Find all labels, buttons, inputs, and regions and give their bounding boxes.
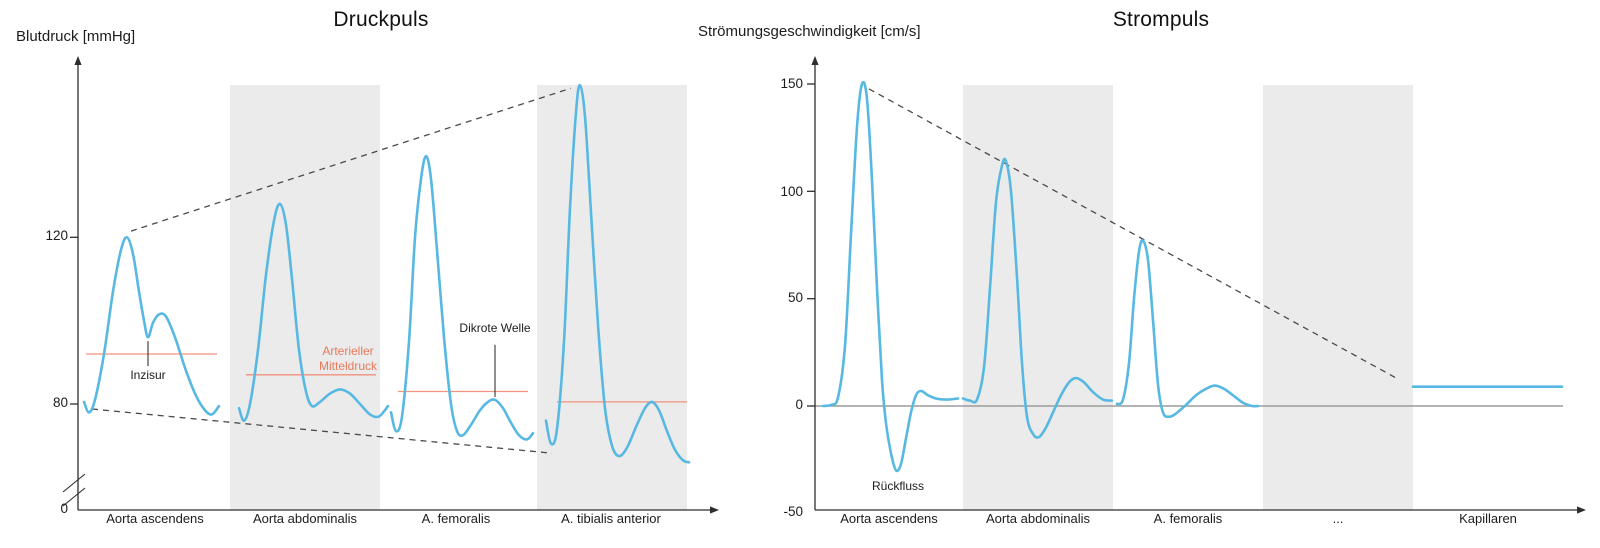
annotation-rueckfluss: Rückfluss xyxy=(871,479,925,493)
dashed-guide-line xyxy=(130,87,572,232)
dashed-guide-line xyxy=(91,408,553,454)
y-tick-label-50: 50 xyxy=(787,290,803,305)
y-tick-label-80: 80 xyxy=(52,395,68,410)
waveform-a-femoralis xyxy=(389,154,535,441)
waveform-a-femoralis xyxy=(1115,239,1260,419)
category-label-kapillaren: Kapillaren xyxy=(1459,511,1517,526)
category-label-aorta-abdominalis: Aorta abdominalis xyxy=(252,511,358,526)
axis-break-mark xyxy=(62,487,86,507)
plot-band-x xyxy=(1263,85,1413,510)
y-tick-label-0-right: 0 xyxy=(795,397,803,412)
category-label-ellipsis: ... xyxy=(1332,511,1344,526)
category-label-aorta-ascendens-right: Aorta ascendens xyxy=(840,511,938,526)
annotation-arterieller-mitteldruck-line2: Mitteldruck xyxy=(318,359,378,373)
category-label-a-femoralis-right: A. femoralis xyxy=(1153,511,1223,526)
x-axis-arrow xyxy=(1577,506,1586,514)
y-tick-label-0: 0 xyxy=(60,501,68,516)
waveform-aorta-abdominalis xyxy=(237,202,390,422)
waveform-aorta-abdominalis xyxy=(961,157,1114,439)
category-label-aorta-abdominalis-right: Aorta abdominalis xyxy=(985,511,1091,526)
y-axis-arrow xyxy=(811,56,819,65)
plot-band-a-tibialis-anterior xyxy=(537,85,687,510)
category-label-a-femoralis: A. femoralis xyxy=(421,511,491,526)
x-axis-arrow xyxy=(710,506,719,514)
y-tick-label-150: 150 xyxy=(780,76,803,91)
category-label-aorta-ascendens: Aorta ascendens xyxy=(106,511,204,526)
y-tick-label-neg50: -50 xyxy=(783,504,803,519)
annotation-arterieller-mitteldruck: Arterieller Mitteldruck xyxy=(319,344,377,374)
waveform-aorta-ascendens xyxy=(821,80,960,473)
y-tick-label-100: 100 xyxy=(780,184,803,199)
annotation-dikrote-welle: Dikrote Welle xyxy=(459,321,531,335)
chart-title-strompuls: Strompuls xyxy=(1112,8,1210,31)
waveform-a-tibialis-anterior xyxy=(544,83,691,464)
dashed-guide-line xyxy=(868,88,1399,380)
category-label-a-tibialis-anterior: A. tibialis anterior xyxy=(561,511,661,526)
annotation-arterieller-mitteldruck-line1: Arterieller xyxy=(322,344,374,358)
chart-title-druckpuls: Druckpuls xyxy=(333,8,429,31)
plot-band-aorta-abdominalis xyxy=(963,85,1113,510)
waveform-aorta-ascendens xyxy=(82,235,221,416)
y-tick-label-120: 120 xyxy=(45,228,68,243)
axis-break-mark xyxy=(62,473,86,493)
plot-band-aorta-abdominalis xyxy=(230,85,380,510)
y-axis-title-blutdruck: Blutdruck [mmHg] xyxy=(16,28,136,45)
y-axis-arrow xyxy=(74,56,82,65)
y-axis-title-stroemung: Strömungsgeschwindigkeit [cm/s] xyxy=(698,23,921,40)
annotation-inzisur: Inzisur xyxy=(130,368,166,382)
